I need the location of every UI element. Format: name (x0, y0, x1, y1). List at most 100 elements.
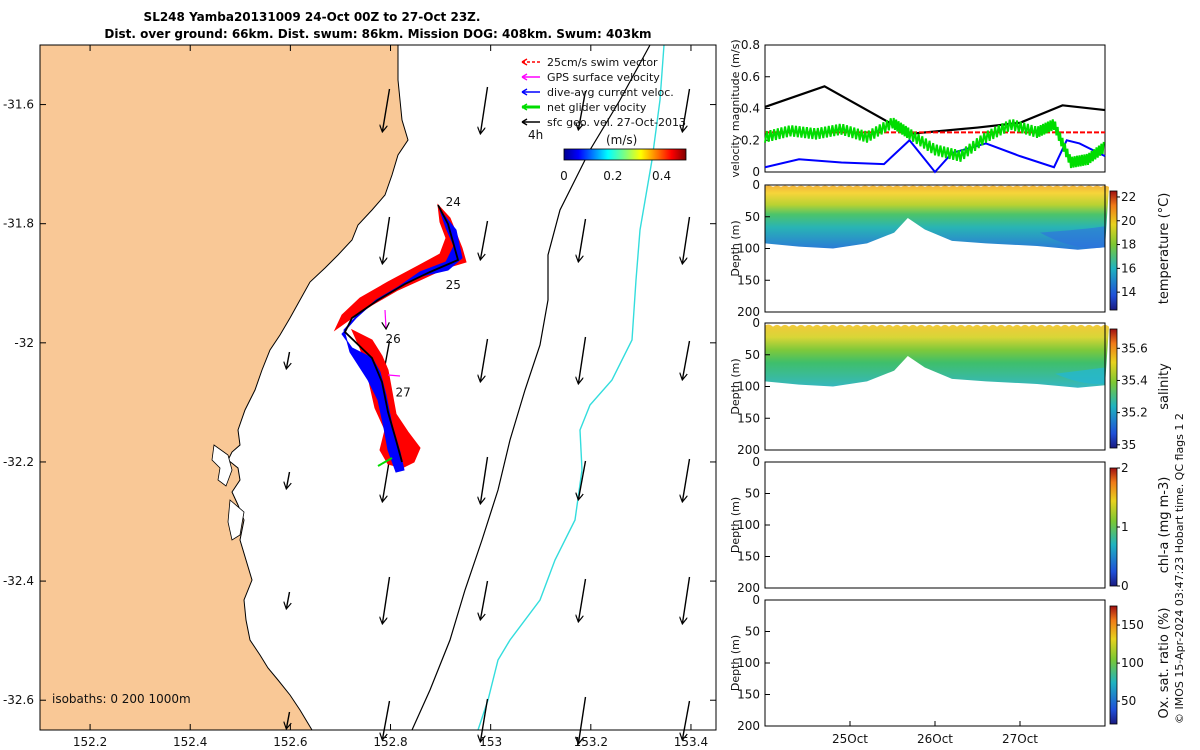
colorbar-tick-label: 35.4 (1121, 373, 1148, 387)
geo-velocity-arrow (683, 458, 691, 501)
colorbar-tick-label: 35.2 (1121, 406, 1148, 420)
colorbar-tick-label: 16 (1121, 261, 1136, 275)
surface-geostrophic-arrows (287, 86, 691, 743)
map-panel: 24 25 26 27 25cm/s swim vector GPS surface v… (3, 44, 717, 749)
net-glider-velocity-arrow (377, 457, 393, 467)
geo-velocity-arrow (683, 700, 691, 739)
geo-velocity-arrow (683, 576, 691, 623)
map-colorbar (563, 148, 687, 161)
geo-velocity-arrow (383, 216, 391, 263)
day-label: 25 (446, 278, 461, 292)
geo-velocity-arrow (579, 696, 587, 743)
figure-title-line1: SL248 Yamba20131009 24-Oct 00Z to 27-Oct… (144, 10, 481, 24)
legend-label-net: net glider velocity (547, 101, 647, 114)
section-ytick-label: 0 (752, 178, 760, 192)
velocity-series-geo (764, 85, 1106, 136)
section-ylabel: Depth (m) (729, 635, 742, 691)
section-ylabel: Depth (m) (729, 358, 742, 414)
section-ytick-label: 150 (737, 688, 760, 702)
section-panel-3: 0 50 100 150 200 Depth (m) 0 1 2 chl-a (mg m-3) (729, 455, 1172, 595)
coastline-land (39, 44, 409, 731)
section-ytick-label: 200 (737, 581, 760, 595)
section-field (765, 185, 1109, 250)
colorbar-tick-label: 1 (1121, 520, 1129, 534)
section-colorbar (1109, 605, 1118, 725)
legend-swatch-head (521, 58, 528, 66)
section-ytick-label: 100 (737, 656, 760, 670)
map-xtick-label: 152.8 (373, 735, 407, 749)
map-colorbar-tick: 0.4 (652, 169, 671, 183)
velocity-ytick-label: 0.4 (741, 102, 760, 116)
section-xtick-label: 26Oct (917, 732, 953, 746)
section-colorbar (1109, 328, 1118, 449)
geo-velocity-arrow (481, 86, 489, 133)
velocity-series-net (764, 117, 1105, 169)
colorbar-tick-label: 18 (1121, 238, 1136, 252)
figure-title-line2: Dist. over ground: 66km. Dist. swum: 86k… (104, 27, 651, 41)
section-ytick-label: 50 (745, 487, 760, 501)
glider-track (343, 204, 460, 463)
geo-velocity-arrow (683, 340, 691, 379)
section-ytick-label: 150 (737, 411, 760, 425)
geo-velocity-arrow (579, 218, 587, 261)
velocity-ytick-label: 0.2 (741, 133, 760, 147)
map-colorbar-unit: (m/s) (606, 133, 637, 147)
colorbar-tick-label: 35 (1121, 438, 1136, 452)
gps-velocity-arrow-2 (387, 374, 401, 377)
colorbar-label: salinity (1157, 363, 1172, 410)
legend-label-gps: GPS surface velocity (547, 71, 660, 84)
section-fresh-patch (1055, 367, 1105, 384)
colorbar-tick-label: 50 (1121, 694, 1136, 708)
colorbar-tick-label: 20 (1121, 214, 1136, 228)
section-ytick-label: 50 (745, 625, 760, 639)
section-cold-patch (1040, 226, 1105, 249)
section-panel-2: 0 50 100 150 200 Depth (m) 35 35.2 35.4 35.6 salin… (729, 316, 1172, 457)
section-ytick-label: 100 (737, 380, 760, 394)
map-xtick-label: 152.2 (73, 735, 107, 749)
geo-velocity-arrow (481, 580, 489, 619)
colorbar-tick-label: 35.6 (1121, 341, 1148, 355)
colorbar-tick-label: 22 (1121, 190, 1136, 204)
section-panel-1: 0 50 100 150 200 Depth (m) 14 16 18 20 22 temperatu… (729, 178, 1172, 319)
colorbar-tick-label: 0 (1121, 579, 1129, 593)
velocity-ytick-label: 0.6 (741, 70, 760, 84)
geo-velocity-arrow (579, 336, 587, 383)
isobath-1000m (477, 44, 665, 731)
day-label: 24 (446, 195, 461, 209)
section-ytick-label: 0 (752, 455, 760, 469)
map-ytick-label: -32.6 (3, 693, 34, 707)
section-ytick-label: 50 (745, 348, 760, 362)
section-ytick-label: 100 (737, 242, 760, 256)
geo-velocity-arrow (383, 88, 391, 131)
section-ytick-label: 150 (737, 273, 760, 287)
geo-velocity-arrow (579, 578, 587, 621)
velocity-ytick-label: 0.8 (741, 38, 760, 52)
map-xtick-label: 153.4 (674, 735, 708, 749)
legend-label-swim: 25cm/s swim vector (547, 56, 658, 69)
legend-swatch-head (521, 73, 528, 81)
map-ytick-label: -32.4 (3, 574, 34, 588)
geo-velocity-arrow (579, 90, 587, 129)
day-label: 27 (396, 385, 411, 399)
section-axes-bg (765, 462, 1105, 588)
section-xtick-label: 25Oct (832, 732, 868, 746)
geo-velocity-arrow (481, 456, 489, 503)
legend-label-geo: sfc geo. vel. 27-Oct-2013 (547, 116, 686, 129)
colorbar-label: temperature (°C) (1157, 193, 1172, 305)
legend-swatch-head (521, 88, 528, 96)
section-field (765, 324, 1109, 388)
map-xtick-label: 153.2 (574, 735, 608, 749)
map-legend: 25cm/s swim vector GPS surface velocity di… (521, 56, 686, 129)
isobath-label: isobaths: 0 200 1000m (52, 692, 191, 706)
map-ytick-label: -32.2 (3, 455, 34, 469)
side-note: © IMOS 15-Apr-2024 03:47:23 Hobart time.… (1173, 413, 1186, 724)
section-ytick-label: 50 (745, 210, 760, 224)
colorbar-tick-label: 100 (1121, 656, 1144, 670)
map-ytick-label: -32 (14, 336, 34, 350)
section-axes-bg (765, 600, 1105, 726)
map-xtick-label: 152.4 (173, 735, 207, 749)
geo-velocity-arrow (287, 471, 290, 488)
geo-velocity-arrow (683, 88, 691, 131)
